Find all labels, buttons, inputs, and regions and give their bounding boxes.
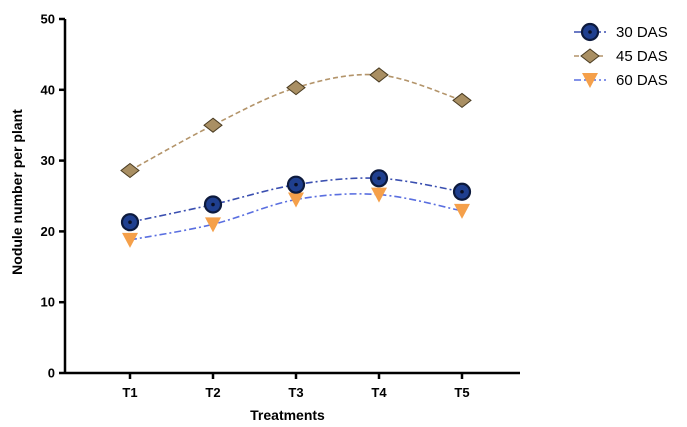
data-point-30-das <box>452 182 472 201</box>
legend-marker <box>582 73 598 88</box>
legend-marker <box>580 48 600 64</box>
data-point-45-das <box>369 67 389 83</box>
y-tick-label: 40 <box>41 82 55 97</box>
x-tick-label: T2 <box>205 385 220 400</box>
x-tick-label: T4 <box>371 385 387 400</box>
legend-label: 60 DAS <box>616 72 668 89</box>
data-point-30-das <box>120 213 140 232</box>
y-tick-label: 20 <box>41 224 55 239</box>
data-point-60-das <box>371 187 387 203</box>
data-point-30-das <box>203 195 223 214</box>
y-tick-label: 10 <box>41 295 55 310</box>
x-tick-label: T5 <box>454 385 469 400</box>
x-ticks: T1 T2 T3 T4 T5 <box>122 373 470 400</box>
y-axis-title: Nodule number per plant <box>9 109 25 275</box>
x-tick-label: T3 <box>288 385 303 400</box>
data-point-45-das <box>203 117 223 133</box>
x-axis-title: Treatments <box>250 407 325 423</box>
data-point-45-das <box>452 92 472 109</box>
legend-label: 30 DAS <box>616 24 668 41</box>
data-point-60-das <box>122 232 138 248</box>
data-point-60-das <box>454 203 470 219</box>
data-point-30-das <box>286 175 306 194</box>
data-point-60-das <box>288 192 304 208</box>
y-tick-label: 0 <box>48 366 55 381</box>
data-point-30-das <box>369 169 389 188</box>
data-point-45-das <box>286 80 306 96</box>
data-point-45-das <box>120 162 140 179</box>
y-tick-label: 50 <box>41 12 55 27</box>
y-ticks: 0 10 20 30 40 50 <box>41 12 65 381</box>
legend: 30 DAS 45 DAS 60 DAS <box>574 22 668 89</box>
data-point-60-das <box>205 217 221 233</box>
plot-area <box>120 67 472 248</box>
y-tick-label: 30 <box>41 153 55 168</box>
legend-label: 45 DAS <box>616 48 668 65</box>
x-tick-label: T1 <box>122 385 137 400</box>
legend-marker <box>580 22 600 42</box>
